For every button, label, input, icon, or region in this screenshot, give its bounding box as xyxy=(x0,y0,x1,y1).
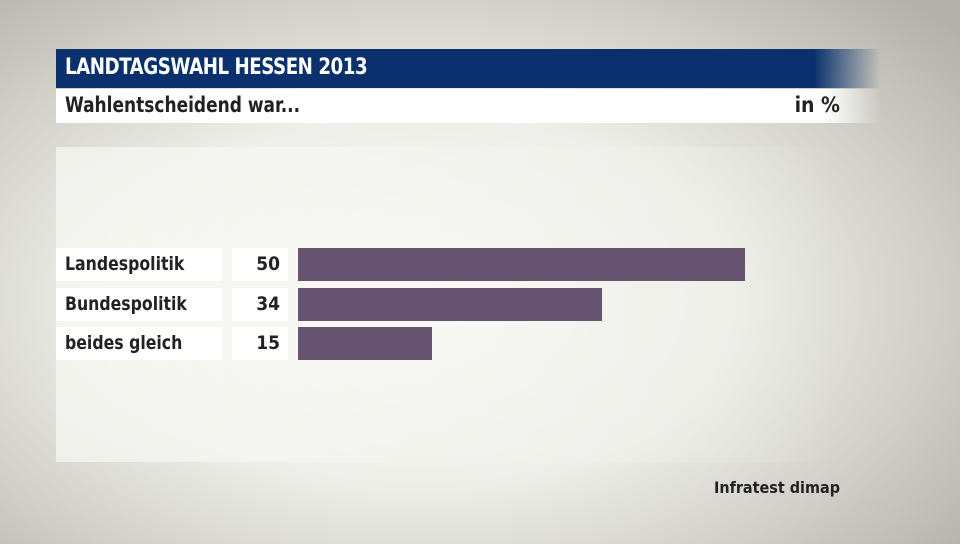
value-label: 50 xyxy=(256,253,280,275)
source-label: Infratest dimap xyxy=(713,478,840,497)
category-label-box: Bundespolitik xyxy=(56,288,222,321)
category-label-box: beides gleich xyxy=(56,327,222,360)
title-bar: LANDTAGSWAHL HESSEN 2013 xyxy=(56,49,880,88)
value-label: 15 xyxy=(256,332,280,354)
category-label: Landespolitik xyxy=(65,253,185,275)
chart-subtitle: Wahlentscheidend war... xyxy=(65,93,301,117)
category-label: Bundespolitik xyxy=(65,293,187,315)
bar xyxy=(298,248,745,281)
category-label: beides gleich xyxy=(65,332,183,354)
value-label-box: 50 xyxy=(232,248,288,281)
bar xyxy=(298,327,433,360)
unit-label: in % xyxy=(794,93,840,117)
value-label: 34 xyxy=(256,293,280,315)
value-label-box: 15 xyxy=(232,327,288,360)
value-label-box: 34 xyxy=(232,288,288,321)
bar xyxy=(298,288,602,321)
category-label-box: Landespolitik xyxy=(56,248,222,281)
subtitle-bar: Wahlentscheidend war... in % xyxy=(56,89,880,123)
chart-title: LANDTAGSWAHL HESSEN 2013 xyxy=(65,55,368,80)
